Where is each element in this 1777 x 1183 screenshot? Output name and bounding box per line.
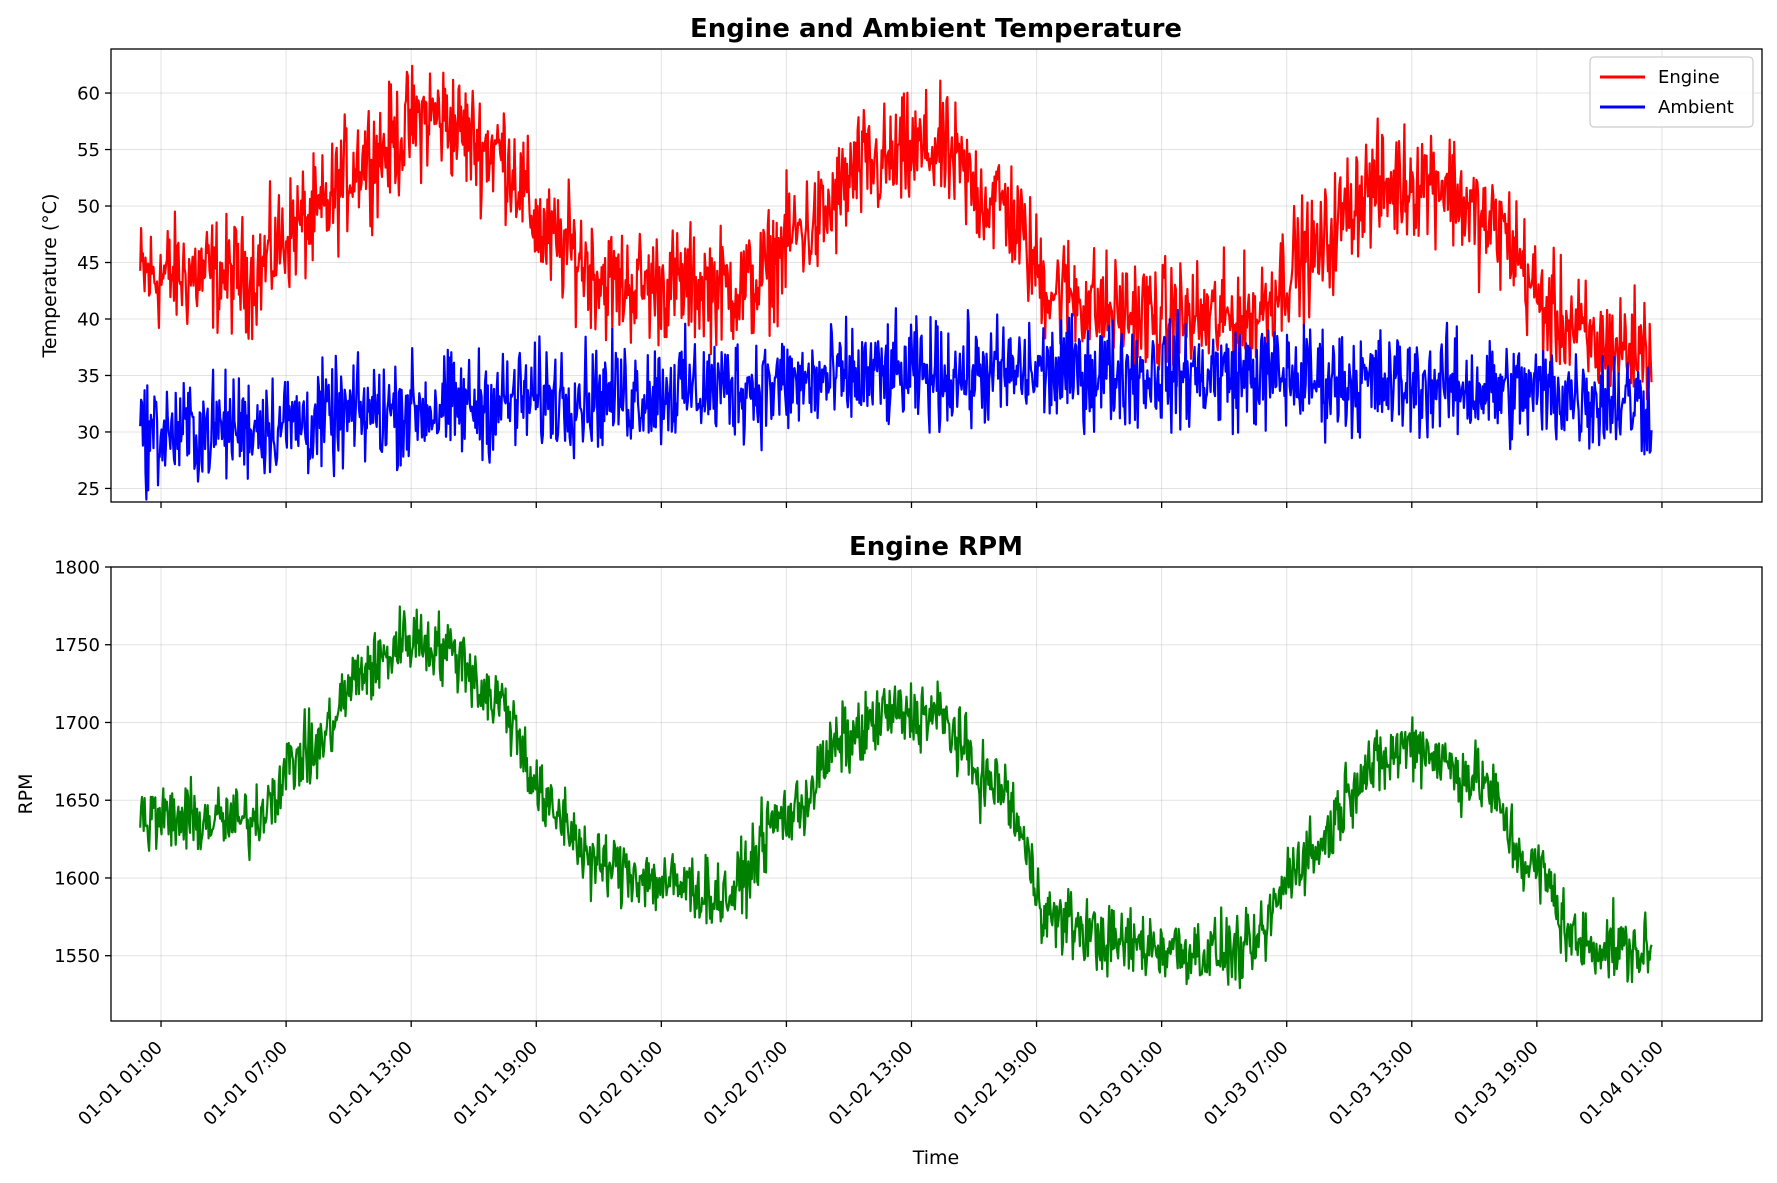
y-tick-label: 30 — [77, 422, 100, 443]
y-tick-label: 60 — [77, 84, 100, 105]
rpm-x-ticks: 01-01 01:00 01-01 07:00 01-01 13:00 01-01 1… — [74, 1021, 1668, 1130]
temperature-panel: Engine and Ambient Temperature 25 30 35 40 4… — [39, 14, 1763, 508]
x-tick-label: 01-02 07:00 — [700, 1037, 793, 1130]
x-tick-label: 01-04 01:00 — [1575, 1037, 1668, 1130]
rpm-grid — [111, 566, 1762, 1021]
y-tick-label: 1700 — [54, 713, 100, 734]
temperature-y-ticks: 25 30 35 40 45 50 55 60 — [77, 84, 111, 500]
x-tick-label: 01-02 01:00 — [575, 1037, 668, 1130]
y-tick-label: 1550 — [54, 946, 100, 967]
x-tick-label: 01-01 07:00 — [199, 1037, 292, 1130]
x-tick-label: 01-02 19:00 — [950, 1037, 1043, 1130]
rpm-y-axis-label: RPM — [15, 773, 37, 814]
x-tick-label: 01-01 19:00 — [450, 1037, 543, 1130]
y-tick-label: 40 — [77, 309, 100, 330]
x-tick-label: 01-03 13:00 — [1325, 1037, 1418, 1130]
rpm-panel: Engine RPM 1550 1600 1650 1700 1750 1800 01-0… — [15, 532, 1763, 1169]
temperature-series — [139, 64, 1653, 501]
y-tick-label: 1650 — [54, 791, 100, 812]
y-tick-label: 1600 — [54, 868, 100, 889]
temperature-legend: Engine Ambient — [1589, 56, 1754, 128]
rpm-axes-frame — [110, 566, 1763, 1022]
series-line-ambient — [139, 307, 1653, 501]
y-tick-label: 55 — [77, 140, 100, 161]
y-tick-label: 25 — [77, 479, 100, 500]
y-tick-label: 45 — [77, 253, 100, 274]
x-tick-label: 01-02 13:00 — [825, 1037, 918, 1130]
series-line-rpm — [139, 605, 1653, 990]
legend-box — [1589, 56, 1754, 128]
legend-ambient-label: Ambient — [1658, 97, 1734, 118]
x-tick-label: 01-01 13:00 — [324, 1037, 417, 1130]
y-tick-label: 50 — [77, 197, 100, 218]
rpm-y-ticks: 1550 1600 1650 1700 1750 1800 — [54, 558, 111, 967]
x-tick-label: 01-01 01:00 — [74, 1037, 167, 1130]
series-line-engine — [139, 64, 1653, 401]
temperature-y-axis-label: Temperature (°C) — [39, 194, 61, 359]
temperature-axes-frame — [110, 48, 1763, 503]
rpm-series — [139, 605, 1653, 990]
temperature-x-ticks — [160, 502, 1663, 508]
x-tick-label: 01-03 07:00 — [1200, 1037, 1293, 1130]
x-axis-label: Time — [912, 1147, 960, 1169]
x-tick-label: 01-03 01:00 — [1075, 1037, 1168, 1130]
rpm-chart-title: Engine RPM — [849, 532, 1023, 562]
legend-engine-label: Engine — [1658, 67, 1720, 88]
temperature-chart-title: Engine and Ambient Temperature — [690, 14, 1182, 44]
x-tick-label: 01-03 19:00 — [1450, 1037, 1543, 1130]
y-tick-label: 1800 — [54, 558, 100, 579]
y-tick-label: 1750 — [54, 635, 100, 656]
y-tick-label: 35 — [77, 366, 100, 387]
